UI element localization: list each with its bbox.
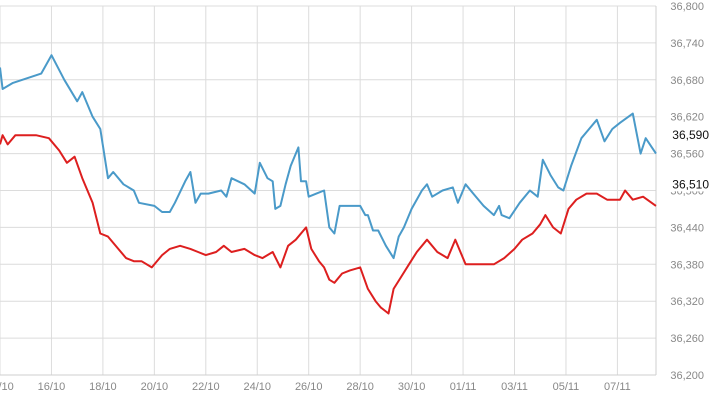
y-tick-label: 36,320: [670, 296, 704, 308]
y-tick-label: 36,680: [670, 75, 704, 87]
x-tick-label: 01/11: [450, 381, 477, 393]
x-tick-label: 07/11: [604, 381, 631, 393]
series-line-2: [0, 134, 657, 315]
x-tick-label: 24/10: [243, 381, 271, 393]
y-tick-label: 36,380: [670, 259, 704, 271]
last-value-bg: [667, 127, 709, 143]
series-line-1: [0, 54, 657, 260]
x-tick-label: 28/10: [346, 381, 374, 393]
last-value-labels: 36,590 36,510: [667, 127, 709, 192]
y-tick-label: 36,620: [670, 112, 704, 124]
y-tick-label: 36,740: [670, 38, 704, 50]
last-value-label: 36,590: [672, 128, 709, 142]
y-tick-label: 36,440: [670, 222, 704, 234]
y-tick-label: 36,260: [670, 333, 704, 345]
x-tick-label: 26/10: [295, 381, 323, 393]
x-tick-label: 22/10: [192, 381, 220, 393]
y-tick-label: 36,200: [670, 370, 704, 382]
x-tick-label: 05/11: [553, 381, 580, 393]
x-tick-label: 16/10: [38, 381, 66, 393]
y-tick-label: 36,800: [670, 1, 704, 13]
y-tick-label: 36,560: [670, 149, 704, 161]
grid: [0, 5, 657, 376]
x-tick-label: 14/10: [0, 381, 14, 393]
last-value-bg: [667, 176, 709, 192]
x-axis: 14/10 16/10 18/10 20/10 22/10 24/10 26/10 28/10…: [0, 381, 631, 393]
x-tick-label: 18/10: [89, 381, 117, 393]
x-tick-label: 30/10: [398, 381, 426, 393]
x-tick-label: 20/10: [141, 381, 169, 393]
series-group: [0, 54, 657, 315]
x-tick-label: 03/11: [501, 381, 528, 393]
last-value-label: 36,510: [672, 177, 709, 191]
y-axis: 36,80036,74036,68036,62036,56036,50036,4…: [670, 1, 704, 382]
